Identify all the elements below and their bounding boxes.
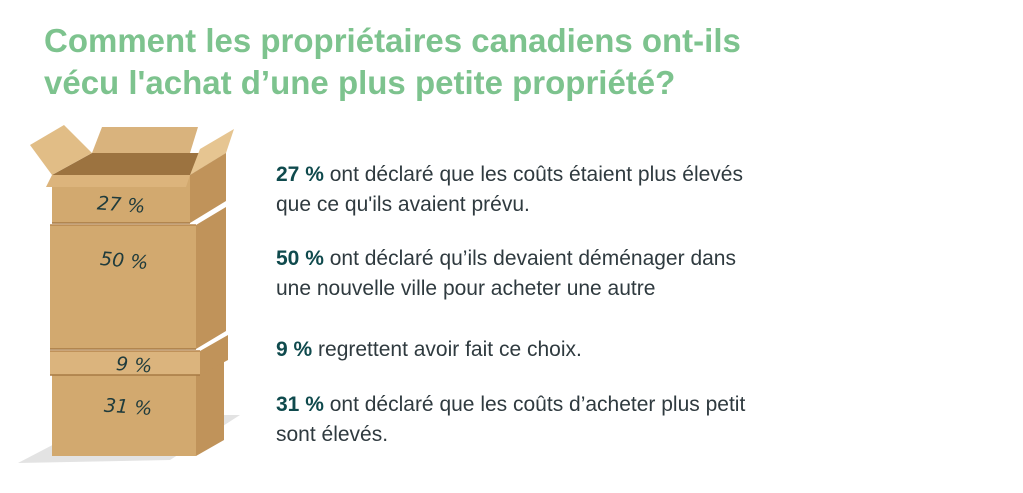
stat-percent: 31 %	[276, 393, 324, 416]
stat-text: ont déclaré que les coûts étaient plus é…	[323, 163, 743, 186]
stat-item: 27 % ont déclaré que les coûts étaient p…	[276, 160, 743, 220]
page-title: Comment les propriétaires canadiens ont-…	[44, 20, 944, 104]
stat-percent: 9 %	[276, 338, 313, 361]
box-9: 9 %	[50, 335, 228, 378]
stat-item: 50 % ont déclaré qu’ils devaient déménag…	[276, 244, 736, 304]
box-27: 27 %	[30, 125, 234, 224]
stat-text-continued: que ce qu'ils avaient prévu.	[276, 193, 530, 216]
stat-text: ont déclaré que les coûts d’acheter plus…	[323, 393, 746, 416]
box-label-9: 9 %	[115, 353, 153, 377]
title-line-1: Comment les propriétaires canadiens ont-…	[44, 22, 741, 59]
stat-text: ont déclaré qu’ils devaient déménager da…	[323, 247, 736, 270]
box-label-50: 50 %	[99, 248, 149, 274]
title-line-2: vécu l'achat d’une plus petite propriété…	[44, 64, 676, 101]
stat-item: 9 % regrettent avoir fait ce choix.	[276, 335, 582, 365]
stat-text: regrettent avoir fait ce choix.	[312, 338, 582, 361]
stat-percent: 50 %	[276, 247, 324, 270]
box-50: 50 %	[50, 207, 226, 350]
stat-percent: 27 %	[276, 163, 324, 186]
box-label-31: 31 %	[103, 395, 153, 420]
stat-text-continued: une nouvelle ville pour acheter une autr…	[276, 277, 656, 300]
stacked-boxes-illustration: 31 % 9 % 50 % 27 %	[18, 125, 240, 463]
box-label-27: 27 %	[96, 192, 146, 217]
stat-item: 31 % ont déclaré que les coûts d’acheter…	[276, 390, 745, 450]
stat-text-continued: sont élevés.	[276, 423, 389, 446]
box-31: 31 %	[52, 357, 224, 456]
